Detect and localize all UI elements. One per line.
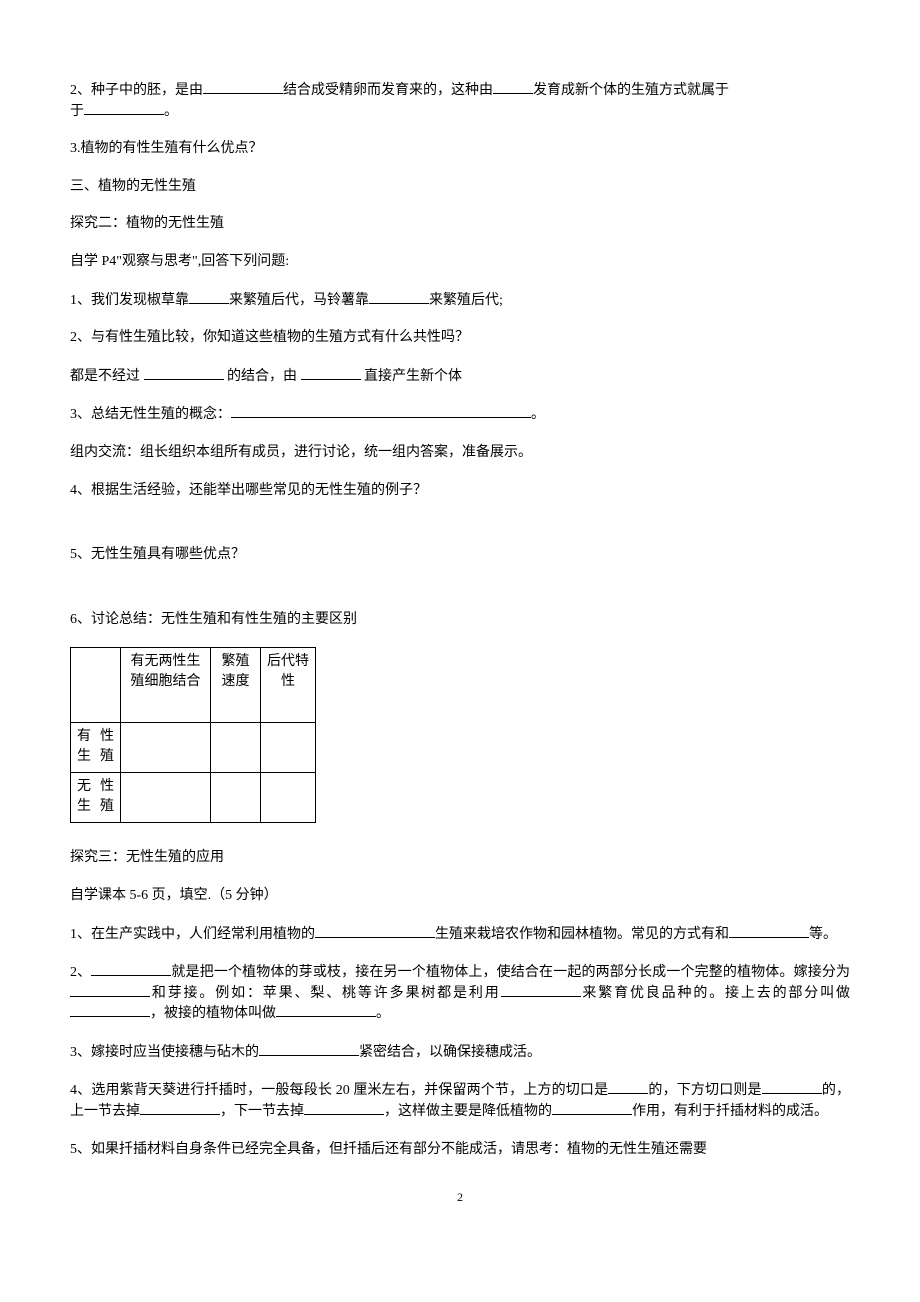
table-cell-label: 无性生殖	[71, 773, 121, 823]
table-header-cell: 繁殖速度	[211, 648, 261, 723]
inquiry3-q3: 3、嫁接时应当使接穗与砧木的 紧密结合，以确保接穗成活。	[70, 1042, 850, 1063]
text-part: 。	[164, 104, 178, 119]
table-cell-empty[interactable]	[261, 723, 316, 773]
fill-blank[interactable]	[762, 1080, 822, 1094]
table-row: 有性生殖	[71, 723, 316, 773]
fill-blank[interactable]	[144, 366, 224, 380]
text-part: 3、嫁接时应当使接穗与砧木的	[70, 1045, 259, 1060]
fill-blank[interactable]	[493, 80, 533, 94]
inquiry2-q4: 4、根据生活经验，还能举出哪些常见的无性生殖的例子？	[70, 481, 850, 501]
text-part: 3、总结无性生殖的概念：	[70, 407, 231, 422]
text-part: 。	[531, 407, 545, 422]
section-3-title: 三、植物的无性生殖	[70, 177, 850, 197]
inquiry2-q2: 2、与有性生殖比较，你知道这些植物的生殖方式有什么共性吗？	[70, 328, 850, 348]
inquiry2-q6: 6、讨论总结：无性生殖和有性生殖的主要区别	[70, 610, 850, 630]
text-part: 作用，有利于扦插材料的成活。	[632, 1104, 828, 1119]
table-header-cell: 后代特性	[261, 648, 316, 723]
text-part: 来繁育优良品种的。接上去的部分叫做	[581, 986, 850, 1001]
inquiry2-q5: 5、无性生殖具有哪些优点？	[70, 545, 850, 565]
text-part: 紧密结合，以确保接穗成活。	[359, 1045, 541, 1060]
text-part: 2、种子中的胚，是由	[70, 83, 203, 98]
fill-blank[interactable]	[304, 1101, 384, 1115]
text-part: ，这样做主要是降低植物的	[384, 1104, 552, 1119]
inquiry3-q2: 2、 就是把一个植物体的芽或枝，接在另一个植物体上，使结合在一起的两部分长成一个完…	[70, 962, 850, 1024]
fill-blank[interactable]	[91, 962, 171, 976]
text-part: 等。	[809, 927, 837, 942]
text-part: 1、我们发现椒草靠	[70, 293, 189, 308]
fill-blank[interactable]	[552, 1101, 632, 1115]
table-cell-empty[interactable]	[121, 773, 211, 823]
fill-blank[interactable]	[70, 1003, 150, 1017]
fill-blank[interactable]	[259, 1042, 359, 1056]
text-part: 4、选用紫背天葵进行扦插时，一般每段长 20 厘米左右，并保留两个节，上方的切口…	[70, 1083, 608, 1098]
fill-blank[interactable]	[189, 290, 229, 304]
text-part: 就是把一个植物体的芽或枝，接在另一个植物体上，使结合在一起的两部分长成一个完整的…	[171, 965, 850, 980]
fill-blank[interactable]	[608, 1080, 648, 1094]
fill-blank[interactable]	[70, 983, 150, 997]
inquiry3-q4: 4、选用紫背天葵进行扦插时，一般每段长 20 厘米左右，并保留两个节，上方的切口…	[70, 1080, 850, 1121]
inquiry-3-title: 探究三：无性生殖的应用	[70, 848, 850, 868]
comparison-table: 有无两性生殖细胞结合 繁殖速度 后代特性 有性生殖 无性生殖	[70, 647, 316, 823]
table-cell-empty[interactable]	[121, 723, 211, 773]
table-header-cell	[71, 648, 121, 723]
text-part: 2、	[70, 965, 91, 980]
fill-blank[interactable]	[140, 1101, 220, 1115]
inquiry3-q5: 5、如果扦插材料自身条件已经完全具备，但扦插后还有部分不能成活，请思考：植物的无…	[70, 1140, 850, 1160]
table-header-row: 有无两性生殖细胞结合 繁殖速度 后代特性	[71, 648, 316, 723]
fill-blank[interactable]	[276, 1003, 376, 1017]
text-part: 直接产生新个体	[361, 369, 463, 384]
table-cell-empty[interactable]	[211, 723, 261, 773]
fill-blank[interactable]	[369, 290, 429, 304]
table-cell-label: 有性生殖	[71, 723, 121, 773]
inquiry-2-title: 探究二：植物的无性生殖	[70, 214, 850, 234]
text-part: 1、在生产实践中，人们经常利用植物的	[70, 927, 315, 942]
page-number: 2	[70, 1189, 850, 1206]
text-part: 发育成新个体的生殖方式就属于	[533, 83, 729, 98]
group-discussion: 组内交流：组长组织本组所有成员，进行讨论，统一组内答案，准备展示。	[70, 443, 850, 463]
text-part: 都是不经过	[70, 369, 144, 384]
table-cell-empty[interactable]	[211, 773, 261, 823]
text-part: 来繁殖后代;	[429, 293, 503, 308]
fill-blank[interactable]	[301, 366, 361, 380]
text-part: 的结合，由	[224, 369, 301, 384]
text-part: 生殖来栽培农作物和园林植物。常见的方式有和	[435, 927, 729, 942]
inquiry2-q3: 3、总结无性生殖的概念： 。	[70, 404, 850, 425]
fill-blank[interactable]	[84, 101, 164, 115]
inquiry3-q1: 1、在生产实践中，人们经常利用植物的 生殖来栽培农作物和园林植物。常见的方式有和 等…	[70, 924, 850, 945]
text-part: ，下一节去掉	[220, 1104, 304, 1119]
inquiry-2-instruction: 自学 P4"观察与思考",回答下列问题:	[70, 252, 850, 272]
table-header-cell: 有无两性生殖细胞结合	[121, 648, 211, 723]
text-part: 于	[70, 104, 84, 119]
fill-blank[interactable]	[315, 924, 435, 938]
table-cell-empty[interactable]	[261, 773, 316, 823]
question-3-sexual: 3.植物的有性生殖有什么优点？	[70, 139, 850, 159]
fill-blank[interactable]	[231, 404, 531, 418]
fill-blank[interactable]	[203, 80, 283, 94]
text-part: 来繁殖后代，马铃薯靠	[229, 293, 369, 308]
fill-blank[interactable]	[729, 924, 809, 938]
text-part: 。	[376, 1006, 390, 1021]
text-part: 和芽接。例如：苹果、梨、桃等许多果树都是利用	[150, 986, 501, 1001]
text-part: ，被接的植物体叫做	[150, 1006, 276, 1021]
question-2-seed: 2、种子中的胚，是由 结合成受精卵而发育来的，这种由 发育成新个体的生殖方式就属于于…	[70, 80, 850, 121]
table-row: 无性生殖	[71, 773, 316, 823]
fill-blank[interactable]	[501, 983, 581, 997]
text-part: 的，下方切口则是	[648, 1083, 761, 1098]
inquiry2-q2-sub: 都是不经过 的结合，由 直接产生新个体	[70, 366, 850, 387]
text-part: 结合成受精卵而发育来的，这种由	[283, 83, 493, 98]
inquiry2-q1: 1、我们发现椒草靠 来繁殖后代，马铃薯靠 来繁殖后代;	[70, 290, 850, 311]
inquiry-3-instruction: 自学课本 5-6 页，填空.（5 分钟）	[70, 886, 850, 906]
